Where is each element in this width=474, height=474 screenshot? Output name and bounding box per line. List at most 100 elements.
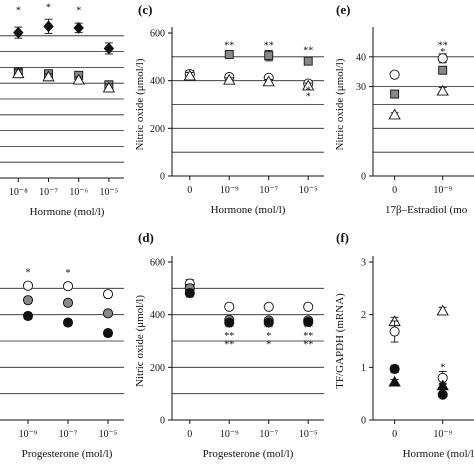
significance-marker: * (66, 268, 71, 279)
x-tick-label: 10⁻⁷ (39, 187, 58, 198)
data-point (12, 67, 25, 79)
y-tick-label: 600 (150, 258, 165, 269)
significance-marker: ** (303, 322, 313, 333)
data-point (389, 69, 400, 80)
significance-marker: * (16, 6, 21, 17)
y-tick-label: 2 (361, 310, 366, 321)
y-tick-label: 600 (150, 29, 165, 40)
data-point (183, 69, 196, 81)
significance-marker: * (440, 393, 445, 404)
data-point (62, 297, 74, 308)
series-2 (12, 67, 116, 93)
significance-marker: * (440, 362, 445, 373)
panel-d: 0 10⁻⁹ 10⁻⁷ 10⁻⁵ 0 200 400 600 Progesterone (mol… (134, 230, 324, 460)
x-tick-label: 10⁻⁹ (433, 429, 452, 440)
data-point (103, 42, 115, 55)
data-point (389, 326, 400, 337)
x-tick-label: 0 (187, 185, 192, 196)
series-0 (185, 49, 313, 80)
data-point (22, 310, 34, 322)
data-point (437, 53, 448, 64)
data-point (72, 73, 85, 85)
series-1 (389, 320, 448, 385)
x-axis-title: 17β–Estradiol (mo (385, 204, 468, 216)
data-point (264, 51, 274, 61)
data-point (22, 280, 34, 291)
significance-marker: * (76, 6, 81, 17)
x-tick-label: 10⁻⁵ (100, 187, 119, 198)
x-tick-label: 10⁻⁷ (259, 429, 278, 440)
significance-marker: ** (303, 331, 313, 342)
x-tick-label: 10⁻⁹ (220, 429, 239, 440)
y-axis-title: Nitric oxide (μmol/l) (134, 58, 146, 150)
data-point (223, 73, 236, 85)
x-tick-label: 0 (392, 429, 397, 440)
series-0 (22, 280, 114, 300)
data-point (224, 317, 235, 328)
data-point (436, 304, 449, 316)
panel-label: (f) (336, 230, 349, 245)
data-point (302, 79, 315, 91)
y-tick-label: 0 (160, 172, 165, 183)
x-tick-label: 10⁻⁵ (299, 185, 318, 196)
data-point (303, 301, 314, 312)
data-point (390, 89, 400, 99)
significance-marker: ** (224, 322, 234, 333)
data-point (102, 289, 114, 300)
y-axis-title: Nitric oxide (μmol/l) (334, 58, 346, 150)
significance-marker: * (266, 331, 271, 342)
significance-marker: * (306, 85, 311, 96)
significance-marker: ** (224, 339, 234, 350)
data-point (438, 65, 448, 75)
y-tick-label: 200 (150, 124, 165, 135)
series-2 (389, 363, 448, 400)
data-point (184, 288, 195, 299)
x-tick-label: 0 (187, 429, 192, 440)
y-tick-label: 200 (150, 363, 165, 374)
significance-marker: ** (224, 40, 234, 51)
x-tick-label: 10⁻⁹ (220, 185, 239, 196)
significance-marker: ** (224, 331, 234, 342)
series-1 (390, 65, 448, 99)
panel-label: (d) (138, 230, 154, 245)
x-axis-title: Hormone (mol/l) (211, 204, 286, 216)
panel-f: 010⁻⁹10⁻⁷0123Hormone (mol/l)TF/GAPDH (mR… (334, 230, 474, 460)
x-tick-label: 10⁻⁷ (59, 429, 78, 440)
data-point (224, 301, 235, 312)
x-tick-label: 10⁻⁸ (9, 187, 28, 198)
series-0 (388, 304, 449, 327)
data-point (22, 295, 34, 306)
y-tick-label: 0 (361, 172, 366, 183)
data-point (62, 317, 74, 328)
y-tick-label: 30 (356, 82, 366, 93)
significance-marker: * (26, 268, 31, 279)
y-axis-title: TF/GAPDH (mRNA) (334, 293, 346, 389)
y-tick-label: 400 (150, 310, 165, 321)
panel-label: (c) (138, 2, 152, 17)
series-1 (22, 295, 114, 319)
data-point (224, 50, 234, 59)
significance-marker: * (306, 91, 311, 102)
series-2 (22, 310, 114, 339)
x-tick-label: 0 (392, 185, 397, 196)
x-axis-title: Progesterone (mol/l) (203, 448, 294, 460)
y-axis-title: Nitric oxide (μmol/l) (134, 295, 146, 387)
y-tick-label: 40 (356, 52, 366, 63)
data-point (263, 317, 274, 328)
panel-label: (e) (336, 2, 350, 17)
x-tick-label: 10⁻⁵ (299, 429, 318, 440)
y-tick-label: 0 (361, 416, 366, 427)
significance-marker: ** (303, 339, 313, 350)
data-point (43, 20, 54, 33)
data-point (262, 75, 275, 87)
y-tick-label: 0 (160, 416, 165, 427)
series-0 (389, 53, 448, 80)
series-2 (184, 288, 314, 328)
panel-c: 0 10⁻⁹ 10⁻⁷ 10⁻⁵ 0 200 400 600 Hormone (mol/l) Ni… (134, 2, 324, 216)
data-point (303, 56, 313, 66)
x-axis-title: Progesterone (mol/l) (22, 448, 113, 460)
